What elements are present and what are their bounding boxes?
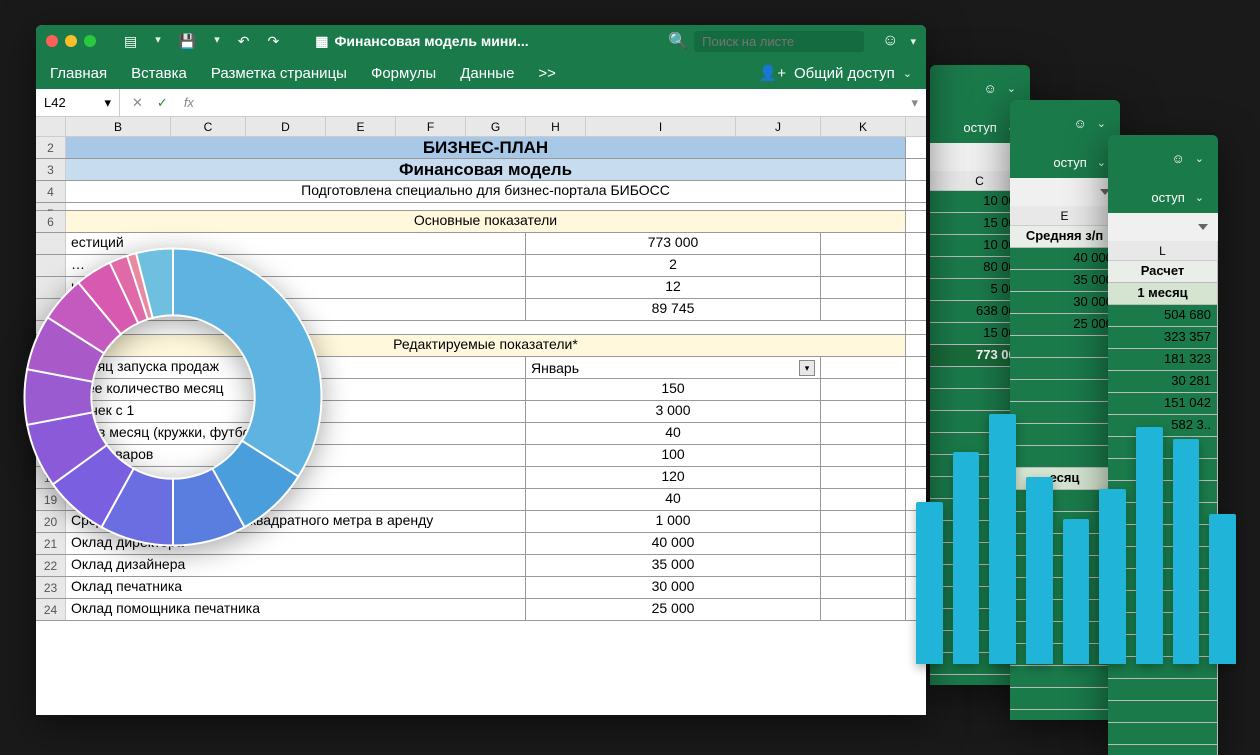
donut-chart xyxy=(8,232,338,562)
tab-data[interactable]: Данные xyxy=(460,65,514,82)
collapse-icon[interactable] xyxy=(1198,224,1208,230)
bar-chart xyxy=(916,414,1236,664)
accept-icon[interactable]: ✓ xyxy=(157,95,168,111)
param-value[interactable]: 40 xyxy=(526,423,821,444)
donut-slice xyxy=(173,249,322,477)
param-value[interactable]: 25 000 xyxy=(526,599,821,620)
title-business-plan: БИЗНЕС-ПЛАН xyxy=(66,137,906,158)
param-value[interactable]: 35 000 xyxy=(526,555,821,576)
fx-label: fx xyxy=(184,95,194,110)
close-icon[interactable] xyxy=(46,35,58,47)
dropdown-icon[interactable]: ▾ xyxy=(104,95,111,111)
search-icon: 🔍 xyxy=(668,31,688,51)
formula-bar: L42 ▾ ✕ ✓ fx ▾ xyxy=(36,89,926,117)
share-button[interactable]: Общий доступ xyxy=(794,65,895,82)
param-value[interactable]: 30 000 xyxy=(526,577,821,598)
redo-icon[interactable]: ↷ xyxy=(267,33,279,50)
tab-home[interactable]: Главная xyxy=(50,65,107,82)
bar xyxy=(916,502,943,665)
column-header[interactable]: G xyxy=(466,117,526,136)
metric-value: 12 xyxy=(526,277,821,298)
cell-reference-box[interactable]: L42 ▾ xyxy=(36,89,120,116)
title-fin-model: Финансовая модель xyxy=(66,159,906,180)
bar xyxy=(1209,514,1236,664)
formula-input[interactable] xyxy=(194,89,904,116)
launch-month-dropdown[interactable]: Январь▾ xyxy=(526,357,821,378)
chevron-down-icon[interactable]: ▾ xyxy=(155,33,161,50)
ribbon-tabs: Главная Вставка Разметка страницы Формул… xyxy=(36,57,926,89)
bar xyxy=(1099,489,1126,664)
tab-more[interactable]: >> xyxy=(538,65,556,82)
cancel-icon[interactable]: ✕ xyxy=(132,95,143,111)
column-header[interactable]: F xyxy=(396,117,466,136)
column-header[interactable]: J xyxy=(736,117,821,136)
chevron-down-icon[interactable]: ▾ xyxy=(214,33,220,50)
expand-formula-icon[interactable]: ▾ xyxy=(903,95,926,111)
bar xyxy=(1173,439,1200,664)
param-value[interactable]: 100 xyxy=(526,445,821,466)
doc-title: ▦ Финансовая модель мини... xyxy=(315,33,528,50)
metric-value: 773 000 xyxy=(526,233,821,254)
bar xyxy=(1136,427,1163,665)
search-input[interactable] xyxy=(694,31,864,52)
tab-formulas[interactable]: Формулы xyxy=(371,65,436,82)
column-header[interactable]: H xyxy=(526,117,586,136)
param-value[interactable]: 40 xyxy=(526,489,821,510)
dropdown-icon[interactable]: ▾ xyxy=(799,360,815,376)
param-value[interactable]: 1 000 xyxy=(526,511,821,532)
column-header[interactable]: B xyxy=(66,117,171,136)
save-icon[interactable]: ▤ xyxy=(124,33,137,50)
param-label: Оклад помощника печатника xyxy=(66,599,526,620)
smiley-icon[interactable]: ☺ xyxy=(984,81,997,96)
bar xyxy=(1063,519,1090,664)
section-header: Основные показатели xyxy=(66,211,906,232)
smiley-icon[interactable]: ☺ xyxy=(1172,151,1185,166)
param-value[interactable]: 3 000 xyxy=(526,401,821,422)
titlebar: ▤ ▾ 💾 ▾ ↶ ↷ ▦ Финансовая модель мини... … xyxy=(36,25,926,57)
smiley-icon[interactable]: ☺ xyxy=(882,32,898,50)
metric-value: 89 745 xyxy=(526,299,821,320)
save-disk-icon[interactable]: 💾 xyxy=(179,33,196,50)
param-value[interactable]: 150 xyxy=(526,379,821,400)
bar xyxy=(953,452,980,665)
tab-layout[interactable]: Разметка страницы xyxy=(211,65,347,82)
add-user-icon: 👤+ xyxy=(759,64,786,82)
param-value[interactable]: 40 000 xyxy=(526,533,821,554)
param-label: Оклад печатника xyxy=(66,577,526,598)
chevron-down-icon[interactable]: ⌄ xyxy=(903,67,912,80)
chevron-down-icon[interactable]: ▾ xyxy=(910,35,916,48)
smiley-icon[interactable]: ☺ xyxy=(1074,116,1087,131)
undo-icon[interactable]: ↶ xyxy=(238,33,250,50)
bar xyxy=(989,414,1016,664)
traffic-lights xyxy=(46,35,96,47)
minimize-icon[interactable] xyxy=(65,35,77,47)
maximize-icon[interactable] xyxy=(84,35,96,47)
column-header[interactable]: D xyxy=(246,117,326,136)
subtitle: Подготовлена специально для бизнес-порта… xyxy=(66,181,906,202)
metric-value: 2 xyxy=(526,255,821,276)
column-headers: BCDEFGHIJK xyxy=(36,117,926,137)
doc-name-text: Финансовая модель мини... xyxy=(334,33,528,49)
tab-insert[interactable]: Вставка xyxy=(131,65,187,82)
column-header[interactable]: K xyxy=(821,117,906,136)
excel-file-icon: ▦ xyxy=(315,33,328,50)
column-header[interactable]: C xyxy=(171,117,246,136)
param-value[interactable]: 120 xyxy=(526,467,821,488)
bar xyxy=(1026,477,1053,665)
cell-ref-text: L42 xyxy=(44,95,66,110)
column-header[interactable]: E xyxy=(326,117,396,136)
column-header[interactable]: I xyxy=(586,117,736,136)
